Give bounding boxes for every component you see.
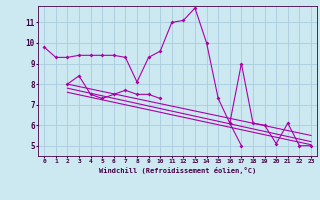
X-axis label: Windchill (Refroidissement éolien,°C): Windchill (Refroidissement éolien,°C) xyxy=(99,167,256,174)
